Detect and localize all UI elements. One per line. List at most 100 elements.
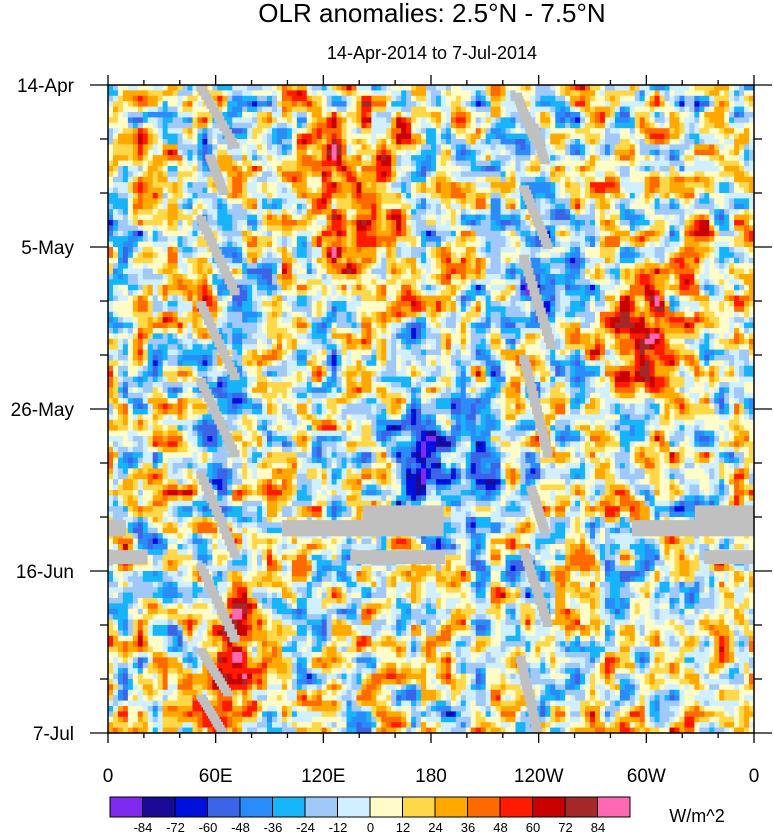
anomaly-cell [247, 193, 253, 199]
anomaly-cell [614, 187, 621, 194]
anomaly-cell [132, 122, 139, 129]
anomaly-cell [386, 133, 392, 140]
anomaly-cell [252, 139, 258, 145]
anomaly-cell [694, 112, 700, 118]
anomaly-cell [356, 112, 363, 118]
anomaly-cell [490, 166, 497, 172]
anomaly-cell [470, 106, 477, 113]
anomaly-cell [316, 144, 323, 151]
anomaly-cell [207, 274, 213, 280]
anomaly-cell [674, 112, 681, 118]
anomaly-cell [286, 85, 293, 91]
anomaly-cell [222, 112, 228, 118]
anomaly-cell [326, 144, 333, 151]
anomaly-cell [267, 101, 273, 108]
anomaly-cell [182, 112, 189, 118]
anomaly-cell [152, 268, 159, 275]
anomaly-cell [391, 90, 397, 97]
anomaly-cell [426, 230, 432, 237]
anomaly-cell [560, 279, 566, 286]
anomaly-cell [276, 166, 283, 172]
anomaly-cell [594, 247, 601, 253]
anomaly-cell [455, 95, 462, 102]
anomaly-cell [505, 122, 512, 129]
anomaly-cell [644, 155, 651, 162]
anomaly-cell [624, 155, 631, 162]
anomaly-cell [366, 268, 372, 275]
anomaly-cell [674, 133, 681, 140]
anomaly-cell [545, 176, 551, 183]
anomaly-cell [237, 117, 243, 124]
anomaly-cell [267, 171, 273, 178]
anomaly-cell [406, 117, 412, 124]
anomaly-cell [267, 263, 273, 270]
anomaly-cell [699, 241, 705, 248]
anomaly-cell [371, 203, 377, 210]
anomaly-cell [594, 139, 601, 145]
anomaly-cell [351, 85, 358, 91]
anomaly-cell [331, 203, 338, 210]
anomaly-cell [495, 112, 502, 118]
anomaly-cell [560, 209, 566, 216]
anomaly-cell [376, 106, 382, 113]
anomaly-cell [356, 209, 363, 216]
anomaly-cell [396, 241, 402, 248]
anomaly-cell [177, 182, 184, 189]
anomaly-cell [406, 85, 412, 91]
anomaly-cell [257, 155, 263, 162]
anomaly-cell [599, 198, 606, 205]
anomaly-cell [172, 209, 179, 216]
anomaly-cell [306, 230, 313, 237]
anomaly-cell [624, 85, 631, 91]
anomaly-cell [152, 230, 159, 237]
anomaly-cell [575, 112, 581, 118]
anomaly-cell [555, 160, 561, 167]
anomaly-cell [619, 209, 626, 216]
anomaly-cell [117, 160, 124, 167]
anomaly-cell [391, 203, 397, 210]
anomaly-cell [639, 209, 646, 216]
anomaly-cell [455, 247, 462, 253]
anomaly-cell [112, 139, 119, 145]
anomaly-cell [480, 284, 487, 291]
anomaly-cell [172, 160, 179, 167]
anomaly-cell [654, 225, 661, 232]
anomaly-cell [137, 225, 144, 232]
anomaly-cell [480, 166, 487, 172]
anomaly-cell [609, 236, 616, 243]
anomaly-cell [485, 160, 492, 167]
anomaly-cell [276, 214, 283, 221]
anomaly-cell [401, 225, 407, 232]
anomaly-cell [475, 187, 482, 194]
anomaly-cell [545, 106, 551, 113]
anomaly-cell [734, 128, 740, 135]
anomaly-cell [311, 187, 318, 194]
anomaly-cell [485, 101, 492, 108]
anomaly-cell [421, 171, 427, 178]
anomaly-cell [664, 257, 671, 264]
anomaly-cell [440, 155, 447, 162]
anomaly-cell [585, 160, 591, 167]
anomaly-cell [381, 160, 387, 167]
anomaly-cell [172, 122, 179, 129]
anomaly-cell [366, 263, 372, 270]
anomaly-cell [450, 112, 457, 118]
anomaly-cell [137, 112, 144, 118]
anomaly-cell [202, 176, 208, 183]
anomaly-cell [262, 198, 268, 205]
anomaly-cell [356, 122, 363, 129]
anomaly-cell [152, 225, 159, 232]
anomaly-cell [316, 236, 323, 243]
anomaly-cell [376, 160, 382, 167]
anomaly-cell [515, 198, 522, 205]
anomaly-cell [137, 160, 144, 167]
anomaly-cell [684, 187, 690, 194]
anomaly-cell [247, 220, 253, 226]
anomaly-cell [162, 176, 169, 183]
anomaly-cell [724, 220, 730, 226]
anomaly-cell [704, 133, 710, 140]
anomaly-cell [520, 166, 527, 172]
anomaly-cell [247, 128, 253, 135]
anomaly-cell [719, 112, 725, 118]
anomaly-cell [470, 166, 477, 172]
